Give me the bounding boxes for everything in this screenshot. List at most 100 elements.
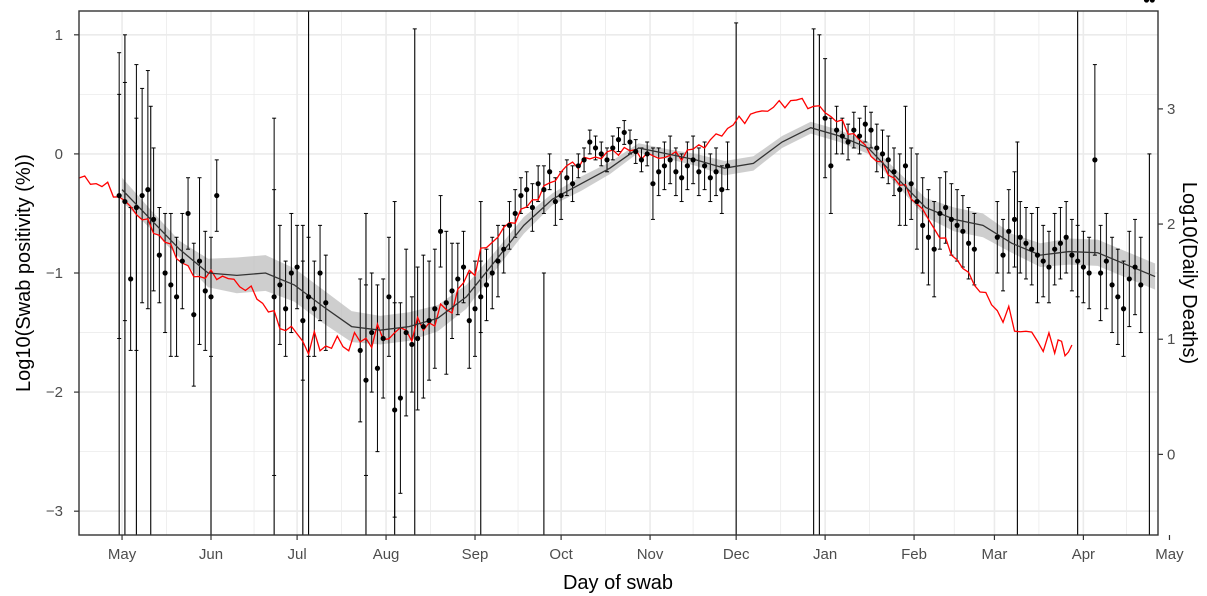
data-point <box>673 169 679 175</box>
data-point <box>501 246 507 252</box>
y-tick-label: −3 <box>46 503 63 520</box>
y2-tick-label: 1 <box>1167 331 1175 348</box>
data-point <box>954 222 960 228</box>
data-point <box>879 151 886 157</box>
data-point <box>948 216 954 223</box>
data-point <box>897 187 903 193</box>
data-point <box>575 163 581 169</box>
data-point <box>1115 294 1121 300</box>
x-tick-label: May <box>1155 546 1184 563</box>
data-point <box>1138 282 1144 288</box>
axes: May Jun Jul Aug Sep Oct Nov Dec Jan Feb Mar Apr May −… <box>46 27 1184 563</box>
data-point <box>162 270 168 276</box>
data-point <box>1098 270 1104 276</box>
x-tick-label: Nov <box>637 546 664 563</box>
data-point <box>1069 252 1075 258</box>
data-point <box>713 169 719 175</box>
data-point <box>610 145 616 151</box>
data-point <box>529 204 536 211</box>
data-point <box>598 151 604 157</box>
data-point <box>541 187 547 193</box>
data-point <box>1000 252 1006 258</box>
data-point <box>1040 258 1046 264</box>
data-point <box>558 192 564 199</box>
data-point <box>151 216 157 223</box>
x-tick-label: Apr <box>1072 546 1095 563</box>
data-point <box>569 181 576 187</box>
data-point <box>363 377 369 383</box>
data-point <box>925 234 932 240</box>
data-point <box>914 198 920 205</box>
data-point <box>179 258 185 264</box>
fit-curve <box>121 127 1156 331</box>
data-point <box>460 264 467 270</box>
y2-axis-title: Log10(Daily Deaths) <box>1178 182 1200 364</box>
data-point <box>128 276 134 282</box>
data-point <box>472 306 478 312</box>
data-point <box>1029 246 1035 252</box>
data-point <box>627 139 633 145</box>
data-point <box>833 127 840 133</box>
data-point <box>1017 234 1023 240</box>
x-tick-label: Mar <box>982 546 1008 563</box>
x-tick-label: Jun <box>199 546 223 563</box>
data-point <box>191 312 197 318</box>
data-point <box>426 318 432 324</box>
data-point <box>868 127 874 133</box>
data-point <box>644 151 650 157</box>
data-point <box>305 294 312 300</box>
x-tick-label: Jan <box>813 546 837 563</box>
data-point <box>455 276 461 282</box>
data-point <box>891 169 897 175</box>
data-points <box>116 0 1155 413</box>
data-point <box>592 145 599 151</box>
x-tick-label: Oct <box>549 546 573 563</box>
y2-tick-label: 3 <box>1167 101 1175 118</box>
data-point <box>966 240 972 246</box>
data-point <box>587 139 593 145</box>
data-point <box>920 222 926 228</box>
data-point <box>971 246 977 252</box>
data-point <box>1103 258 1109 264</box>
data-point <box>1063 234 1069 240</box>
x-tick-label: Feb <box>901 546 927 563</box>
y-tick-label: −1 <box>46 265 63 282</box>
data-point <box>420 323 426 330</box>
data-point <box>415 335 421 342</box>
data-point <box>856 133 863 139</box>
data-point <box>432 306 438 312</box>
data-point <box>409 341 415 348</box>
data-point <box>386 294 392 300</box>
data-point <box>931 246 937 252</box>
y2-tick-label: 0 <box>1167 446 1175 463</box>
data-point <box>403 329 409 336</box>
data-point <box>960 228 966 234</box>
data-point <box>1080 264 1086 270</box>
data-point <box>380 335 386 342</box>
fit-line <box>121 127 1156 331</box>
data-point <box>277 282 283 288</box>
data-point <box>581 157 587 163</box>
data-point <box>902 163 909 169</box>
data-point <box>707 175 713 181</box>
data-point <box>317 270 323 276</box>
data-point <box>323 300 329 306</box>
data-point <box>357 347 363 354</box>
x-tick-label: Dec <box>723 546 750 563</box>
data-point <box>1023 240 1029 246</box>
data-point <box>679 175 685 181</box>
data-point <box>1075 258 1081 264</box>
data-point <box>650 181 656 187</box>
x-tick-label: Sep <box>462 546 489 563</box>
data-point <box>1132 264 1138 270</box>
data-point <box>294 264 300 270</box>
data-point <box>466 318 472 324</box>
data-point <box>862 121 868 127</box>
data-point <box>208 294 214 300</box>
data-point <box>1109 282 1115 288</box>
data-point <box>1143 0 1150 3</box>
data-point <box>839 133 845 139</box>
data-point <box>156 252 162 258</box>
data-point <box>828 163 834 169</box>
